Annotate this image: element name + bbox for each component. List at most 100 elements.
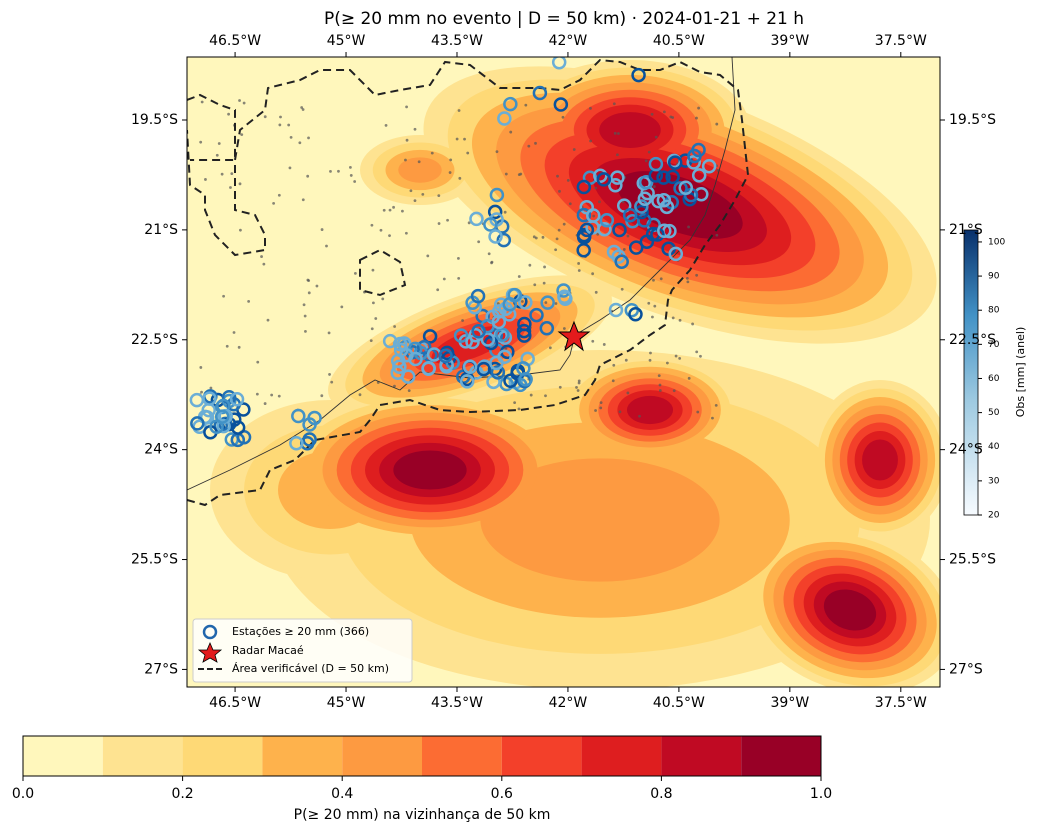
radar-marker [557, 320, 591, 352]
station-dot [277, 394, 281, 398]
station-ring [382, 333, 398, 349]
station-dot [558, 189, 561, 193]
station-ring [491, 314, 507, 330]
station-ring [612, 222, 627, 238]
station-dot [504, 347, 508, 351]
colorbar-frame [22, 735, 822, 777]
station-dot [672, 389, 676, 393]
station-dot [421, 192, 425, 196]
station-dot [697, 106, 701, 110]
station-dot [278, 123, 282, 127]
station-ring [229, 392, 245, 407]
colorbar-segment [182, 736, 263, 776]
station-ring [665, 169, 680, 185]
station-dot [230, 172, 234, 176]
station-ring [576, 179, 592, 195]
y-tick-label: 22.5°S [131, 332, 178, 348]
station-dot [225, 344, 229, 348]
station-dot [624, 358, 628, 362]
station-ring [529, 307, 544, 323]
station-dot [381, 297, 385, 301]
legend-marker [202, 624, 218, 640]
station-dot [577, 262, 581, 265]
station-dot [674, 354, 678, 358]
station-dot [388, 208, 392, 212]
station-dot [554, 302, 558, 305]
field-contour [393, 450, 467, 490]
station-dot [490, 260, 494, 264]
y-tick-label: 27°S [949, 661, 983, 677]
station-dot [349, 174, 353, 177]
obs-colorbar [963, 229, 979, 516]
colorbar-segment [23, 736, 103, 776]
station-ring [422, 329, 438, 344]
station-dot [457, 256, 460, 260]
station-dot [577, 379, 581, 383]
station-dot [638, 414, 641, 418]
station-ring [390, 365, 406, 380]
station-dot [263, 115, 267, 119]
station-ring [496, 232, 512, 248]
station-dot [289, 135, 293, 139]
station-ring [469, 211, 484, 227]
station-dot [369, 339, 373, 343]
station-dot [532, 235, 536, 239]
station-dot [589, 139, 592, 143]
colorbar-segment [581, 736, 662, 776]
station-ring [648, 156, 664, 172]
field-contour [823, 589, 877, 631]
station-dot [413, 199, 417, 203]
station-dot [461, 319, 464, 322]
station-dot [568, 202, 572, 206]
station-ring [503, 373, 518, 389]
station-dot [612, 363, 616, 367]
x-tick-label: 42°W [549, 695, 588, 711]
station-dot [232, 331, 236, 334]
station-dot [562, 327, 566, 330]
station-dot [277, 193, 281, 197]
station-dot [199, 366, 203, 369]
field-contour [862, 439, 898, 481]
station-dot [678, 318, 682, 322]
station-dot [262, 262, 266, 266]
obs-colorbar-tick-label: 70 [988, 340, 1000, 350]
station-dot [247, 299, 251, 303]
title: P(≥ 20 mm no evento | D = 50 km) · 2024-… [324, 9, 804, 29]
station-dot [699, 354, 702, 358]
station-dot [524, 103, 528, 107]
station-dot [320, 228, 324, 231]
station-ring [556, 283, 571, 298]
colorbar-tick-label: 0.2 [171, 786, 193, 802]
colorbar-tick-label: 0.6 [491, 786, 513, 802]
station-dot [658, 383, 662, 387]
station-dot [449, 158, 453, 162]
station-ring [501, 307, 517, 322]
x-tick-label: 37.5°W [875, 33, 927, 49]
station-ring [470, 288, 486, 304]
station-dot [353, 271, 357, 275]
x-tick-label: 39°W [771, 33, 810, 49]
x-tick-label: 40.5°W [653, 33, 705, 49]
station-dot [384, 123, 388, 127]
station-dot [648, 358, 652, 362]
station-ring [638, 175, 654, 190]
station-dot [287, 123, 291, 127]
x-tick-label: 43.5°W [431, 33, 483, 49]
station-ring [657, 223, 672, 238]
station-ring [471, 323, 486, 339]
colorbar-segment [501, 736, 582, 776]
station-dot [659, 277, 663, 281]
station-ring [459, 374, 475, 389]
station-ring [503, 96, 518, 112]
station-dot [626, 391, 630, 395]
station-dot [301, 108, 305, 111]
station-dot [665, 361, 669, 365]
station-ring [637, 191, 653, 207]
map-frame [186, 56, 941, 688]
station-dot [463, 137, 466, 141]
station-dot [237, 345, 241, 349]
station-dot [229, 186, 232, 189]
station-dot [594, 290, 598, 294]
station-dot [647, 150, 651, 154]
